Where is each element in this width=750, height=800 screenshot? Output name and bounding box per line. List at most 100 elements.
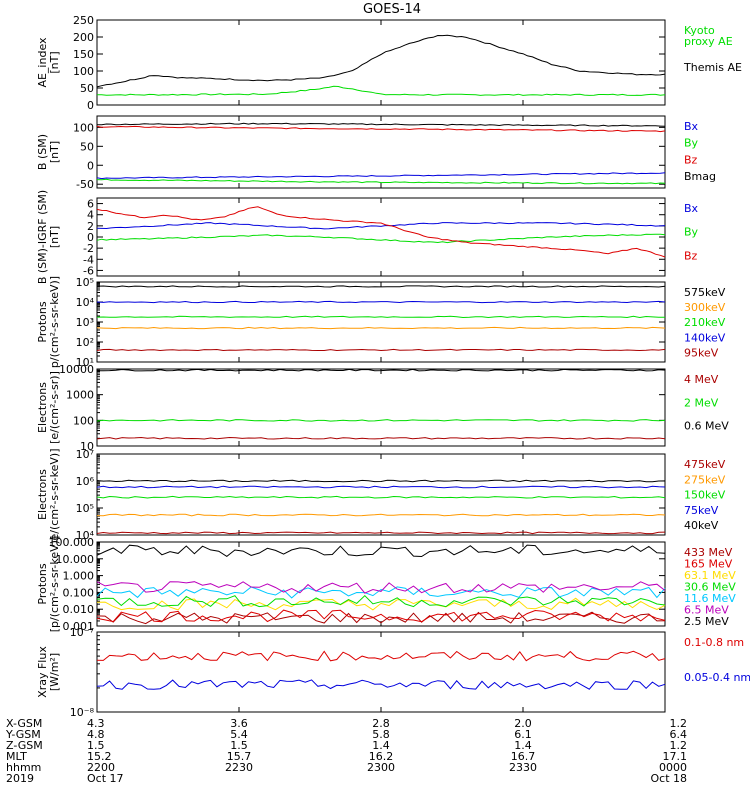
- x-axis-row-label: Z-GSM: [6, 739, 43, 752]
- y-tick-label: 10000: [59, 363, 94, 376]
- y-tick-label: 10²: [76, 336, 94, 349]
- y-axis-label: Electrons: [36, 469, 49, 520]
- series-line-11-6-mev: [96, 586, 666, 599]
- legend-label: 4 MeV: [684, 373, 719, 386]
- series-line-300kev: [96, 326, 666, 330]
- series-line-bz: [96, 206, 666, 258]
- legend-label: 2 MeV: [684, 396, 719, 409]
- y-axis-label: [nT]: [48, 51, 61, 73]
- y-axis-label: e/(cm²-s-sr-keV)]: [48, 449, 61, 541]
- y-axis-label: AE_index: [36, 37, 49, 88]
- y-tick-label: -4: [83, 253, 94, 266]
- y-tick-label: 250: [73, 14, 94, 27]
- y-tick-label: 200: [73, 31, 94, 44]
- legend-label: 165 MeV: [684, 558, 733, 571]
- x-axis-value: 5.8: [372, 728, 390, 741]
- series-line-63-1-mev: [96, 597, 666, 611]
- series-line-by: [96, 233, 666, 244]
- y-axis-label: Xray Flux: [36, 646, 49, 698]
- x-axis-value: 1.2: [670, 739, 688, 752]
- legend-label: 0.6 MeV: [684, 420, 729, 433]
- series-line-themis-ae: [96, 34, 666, 88]
- x-axis-value: 1.5: [87, 739, 105, 752]
- legend-label: Themis AE: [683, 61, 742, 74]
- y-tick-label: 0.010: [63, 603, 95, 616]
- series-line-150kev: [96, 495, 666, 499]
- panel-frame: [96, 631, 666, 713]
- x-axis-value: 1.5: [230, 739, 248, 752]
- panel-protons2: 0.001 0.010 0.100 1.000 10.000 100.000 Protons…: [36, 536, 736, 633]
- x-axis-value: 4.8: [87, 728, 105, 741]
- y-tick-label: 150: [73, 48, 94, 61]
- x-axis-value: 15.7: [227, 750, 252, 763]
- legend-label: 210keV: [684, 316, 726, 329]
- legend-label: Kyoto: [684, 24, 715, 37]
- x-axis-value: 1.4: [514, 739, 532, 752]
- legend-label: Bx: [684, 202, 699, 215]
- x-axis-row-label: X-GSM: [6, 717, 42, 730]
- y-tick-label: 100.000: [49, 536, 95, 549]
- y-tick-label: 100: [73, 65, 94, 78]
- y-axis-label: [nT]: [48, 226, 61, 248]
- x-axis-row-label: MLT: [6, 750, 27, 763]
- x-axis-value: 16.7: [511, 750, 536, 763]
- legend-label: 275keV: [684, 473, 726, 486]
- y-tick-label: 50: [80, 140, 94, 153]
- y-tick-label: 1000: [66, 389, 94, 402]
- panel-protons1: 10¹ 10² 10³ 10⁴ 10⁵ Protons p/(cm²-s-sr-keV)] 5…: [36, 276, 726, 369]
- series-line-by: [96, 178, 666, 185]
- legend-label: 140keV: [684, 331, 726, 344]
- x-axis-value: 0000: [659, 761, 687, 774]
- legend-label: Bmag: [684, 170, 716, 183]
- legend-label: Bz: [684, 249, 698, 262]
- series-line-2-mev: [96, 419, 666, 422]
- x-axis-value: 1.2: [670, 717, 688, 730]
- y-tick-label: 4: [87, 209, 94, 222]
- legend-label: 2.5 MeV: [684, 615, 729, 628]
- series-line-0-6-mev: [96, 368, 666, 372]
- series-line-40kev: [96, 479, 666, 483]
- y-tick-label: 100: [73, 414, 94, 427]
- panel-bsm: -50 0 50 100 B (SM) [nT] Bx By Bz Bmag: [36, 115, 716, 191]
- series-line-140kev: [96, 300, 666, 304]
- y-axis-label: Protons: [36, 563, 49, 604]
- y-tick-label: 50: [80, 82, 94, 95]
- x-axis-value: 2300: [367, 761, 395, 774]
- panel-frame: [96, 453, 666, 536]
- x-axis-value: 2.8: [372, 717, 390, 730]
- y-tick-label: 10⁻⁷: [70, 626, 94, 639]
- legend-label: 433 MeV: [684, 546, 733, 559]
- series-line-2-5-mev: [96, 544, 666, 558]
- series-line-bx: [96, 222, 666, 230]
- y-axis-label: B (SM)-IGRF (SM): [36, 190, 49, 284]
- legend-label: 11.6 MeV: [684, 592, 736, 605]
- legend-label: 300keV: [684, 301, 726, 314]
- series-line-475kev: [96, 531, 666, 535]
- x-axis-value: 6.4: [670, 728, 688, 741]
- legend-label: By: [684, 137, 699, 150]
- y-tick-label: 10¹: [76, 356, 94, 369]
- legend-label: 6.5 MeV: [684, 604, 729, 617]
- y-tick-label: 10: [80, 440, 94, 453]
- x-axis-value: Oct 18: [650, 772, 687, 785]
- x-axis-value: 2330: [509, 761, 537, 774]
- legend-label: Bz: [684, 153, 698, 166]
- y-tick-label: 6: [87, 198, 94, 211]
- y-tick-label: 10⁷: [76, 448, 94, 461]
- legend-label: Bx: [684, 120, 699, 133]
- y-axis-label: [e/(cm²-s-sr)]: [48, 371, 61, 444]
- x-axis-value: 1.4: [372, 739, 390, 752]
- y-tick-label: 10⁻⁸: [70, 706, 95, 719]
- y-tick-label: 0: [87, 159, 94, 172]
- x-axis-value: 16.2: [369, 750, 394, 763]
- y-axis-label: [p/(cm²-s-sr-keV)]: [48, 536, 61, 633]
- x-axis-value: 2230: [225, 761, 253, 774]
- legend-label: 575keV: [684, 286, 726, 299]
- y-tick-label: 1.000: [63, 570, 95, 583]
- legend-label: 63.1 MeV: [684, 569, 736, 582]
- y-axis-label: B (SM): [36, 134, 49, 170]
- y-tick-label: 0: [87, 99, 94, 112]
